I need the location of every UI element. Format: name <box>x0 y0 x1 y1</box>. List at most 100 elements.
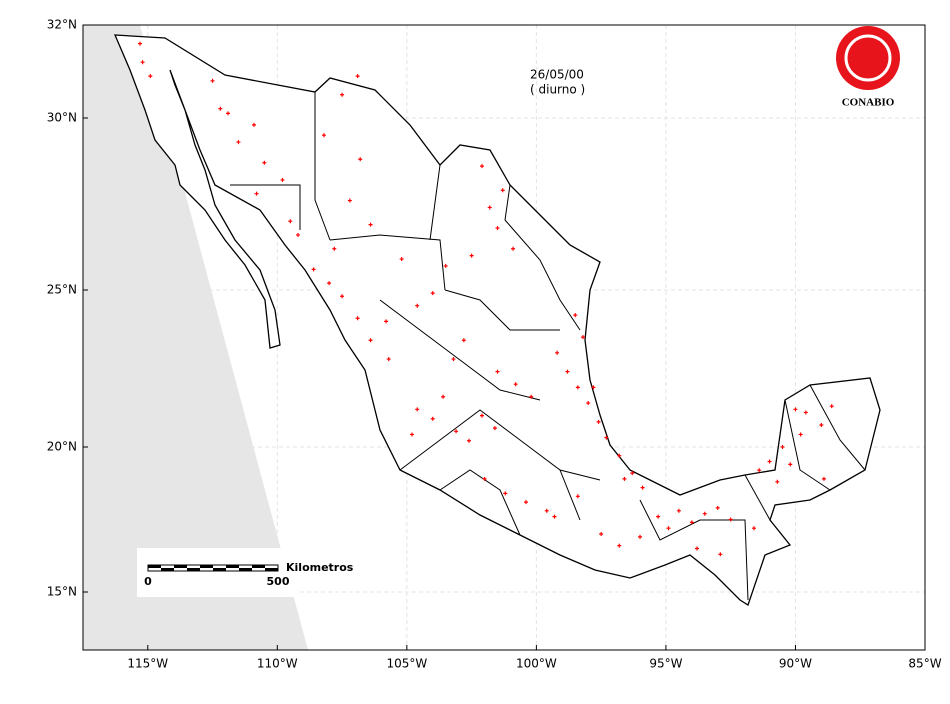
hotspot <box>718 552 723 557</box>
hotspot <box>321 133 326 138</box>
plot-frame <box>82 24 926 651</box>
hotspot <box>311 267 316 272</box>
ocean-shade <box>83 25 308 650</box>
hotspot <box>355 316 360 321</box>
hotspot <box>775 479 780 484</box>
state-borders <box>230 92 866 601</box>
x-tick-label: 100°W <box>516 657 557 671</box>
hotspot <box>604 435 609 440</box>
y-tick-label: 20°N <box>47 440 77 454</box>
hotspot <box>332 246 337 251</box>
hotspot <box>280 177 285 182</box>
y-tick-label: 15°N <box>47 585 77 599</box>
hotspot <box>524 500 529 505</box>
y-tick-label: 32°N <box>47 18 77 32</box>
hotspot <box>430 291 435 296</box>
x-tick-label: 85°W <box>908 657 941 671</box>
hotspot <box>415 407 420 412</box>
hotspot <box>355 74 360 79</box>
hotspot <box>555 350 560 355</box>
hotspot <box>410 432 415 437</box>
hotspot <box>137 41 142 46</box>
x-tick-label: 105°W <box>386 657 427 671</box>
hotspot <box>819 423 824 428</box>
logo-text: CONABIO <box>842 97 895 109</box>
y-tick-label: 30°N <box>47 111 77 125</box>
hotspot <box>565 369 570 374</box>
hotspot <box>500 188 505 193</box>
hotspot <box>622 476 627 481</box>
hotspot <box>630 471 635 476</box>
hotspot <box>495 226 500 231</box>
hotspot <box>441 394 446 399</box>
hotspot <box>552 514 557 519</box>
hotspot <box>640 485 645 490</box>
hotspot <box>788 462 793 467</box>
mexico-outline <box>113 34 881 606</box>
axes: 115°W 110°W 105°W 100°W 95°W 90°W 85°W 15°N 20°N… <box>47 18 942 671</box>
hotspot <box>399 257 404 262</box>
x-tick-label: 95°W <box>649 657 682 671</box>
hotspot <box>482 476 487 481</box>
hotspot <box>821 476 826 481</box>
hotspot <box>386 357 391 362</box>
period: ( diurno ) <box>530 83 585 97</box>
hotspot <box>757 468 762 473</box>
hotspot <box>803 410 808 415</box>
hotspot <box>573 313 578 318</box>
hotspot <box>415 303 420 308</box>
hotspot <box>430 416 435 421</box>
date: 26/05/00 <box>530 68 584 82</box>
hotspot <box>495 369 500 374</box>
hotspot <box>479 164 484 169</box>
x-tick-label: 90°W <box>779 657 812 671</box>
hotspot <box>469 253 474 258</box>
scale-unit: Kilometros <box>286 561 354 574</box>
hotspot <box>236 140 241 145</box>
hotspot <box>638 534 643 539</box>
hotspot <box>492 426 497 431</box>
hotspot <box>226 111 231 116</box>
hotspot <box>288 219 293 224</box>
hotspot <box>752 526 757 531</box>
hotspot <box>586 401 591 406</box>
hotspot <box>656 514 661 519</box>
hotspot <box>467 438 472 443</box>
hotspot <box>479 413 484 418</box>
hotspot <box>384 319 389 324</box>
hotspot <box>780 445 785 449</box>
hotspot <box>666 526 671 531</box>
hotspot <box>767 459 772 464</box>
hotspot <box>451 357 456 362</box>
hotspot <box>262 160 267 165</box>
hotspot <box>829 404 834 409</box>
logo-emblem-ring <box>844 34 892 82</box>
hotspot <box>487 205 492 210</box>
hotspot <box>148 74 153 79</box>
scale-bar: 0 500 Kilometros <box>137 548 354 597</box>
hotspot <box>327 281 332 286</box>
hotspot <box>340 294 345 299</box>
hotspot <box>695 546 700 551</box>
hotspot <box>368 338 373 343</box>
hotspot <box>591 385 596 390</box>
scale-pattern <box>148 565 278 571</box>
logo: CONABIO <box>836 26 900 109</box>
scale-end: 500 <box>267 575 290 588</box>
hotspot <box>503 491 508 496</box>
hotspot <box>702 511 707 516</box>
hotspot <box>511 246 516 251</box>
scale-start: 0 <box>144 575 152 588</box>
hotspot <box>617 543 622 548</box>
hotspot <box>251 122 256 127</box>
hotspot <box>596 419 601 424</box>
scale-box <box>137 548 300 597</box>
hotspot <box>368 222 373 227</box>
x-tick-label: 115°W <box>127 657 168 671</box>
x-tick-label: 110°W <box>257 657 298 671</box>
hotspot <box>529 394 534 399</box>
hotspot <box>798 432 803 437</box>
hotspot <box>454 429 459 434</box>
hotspot <box>358 157 363 162</box>
